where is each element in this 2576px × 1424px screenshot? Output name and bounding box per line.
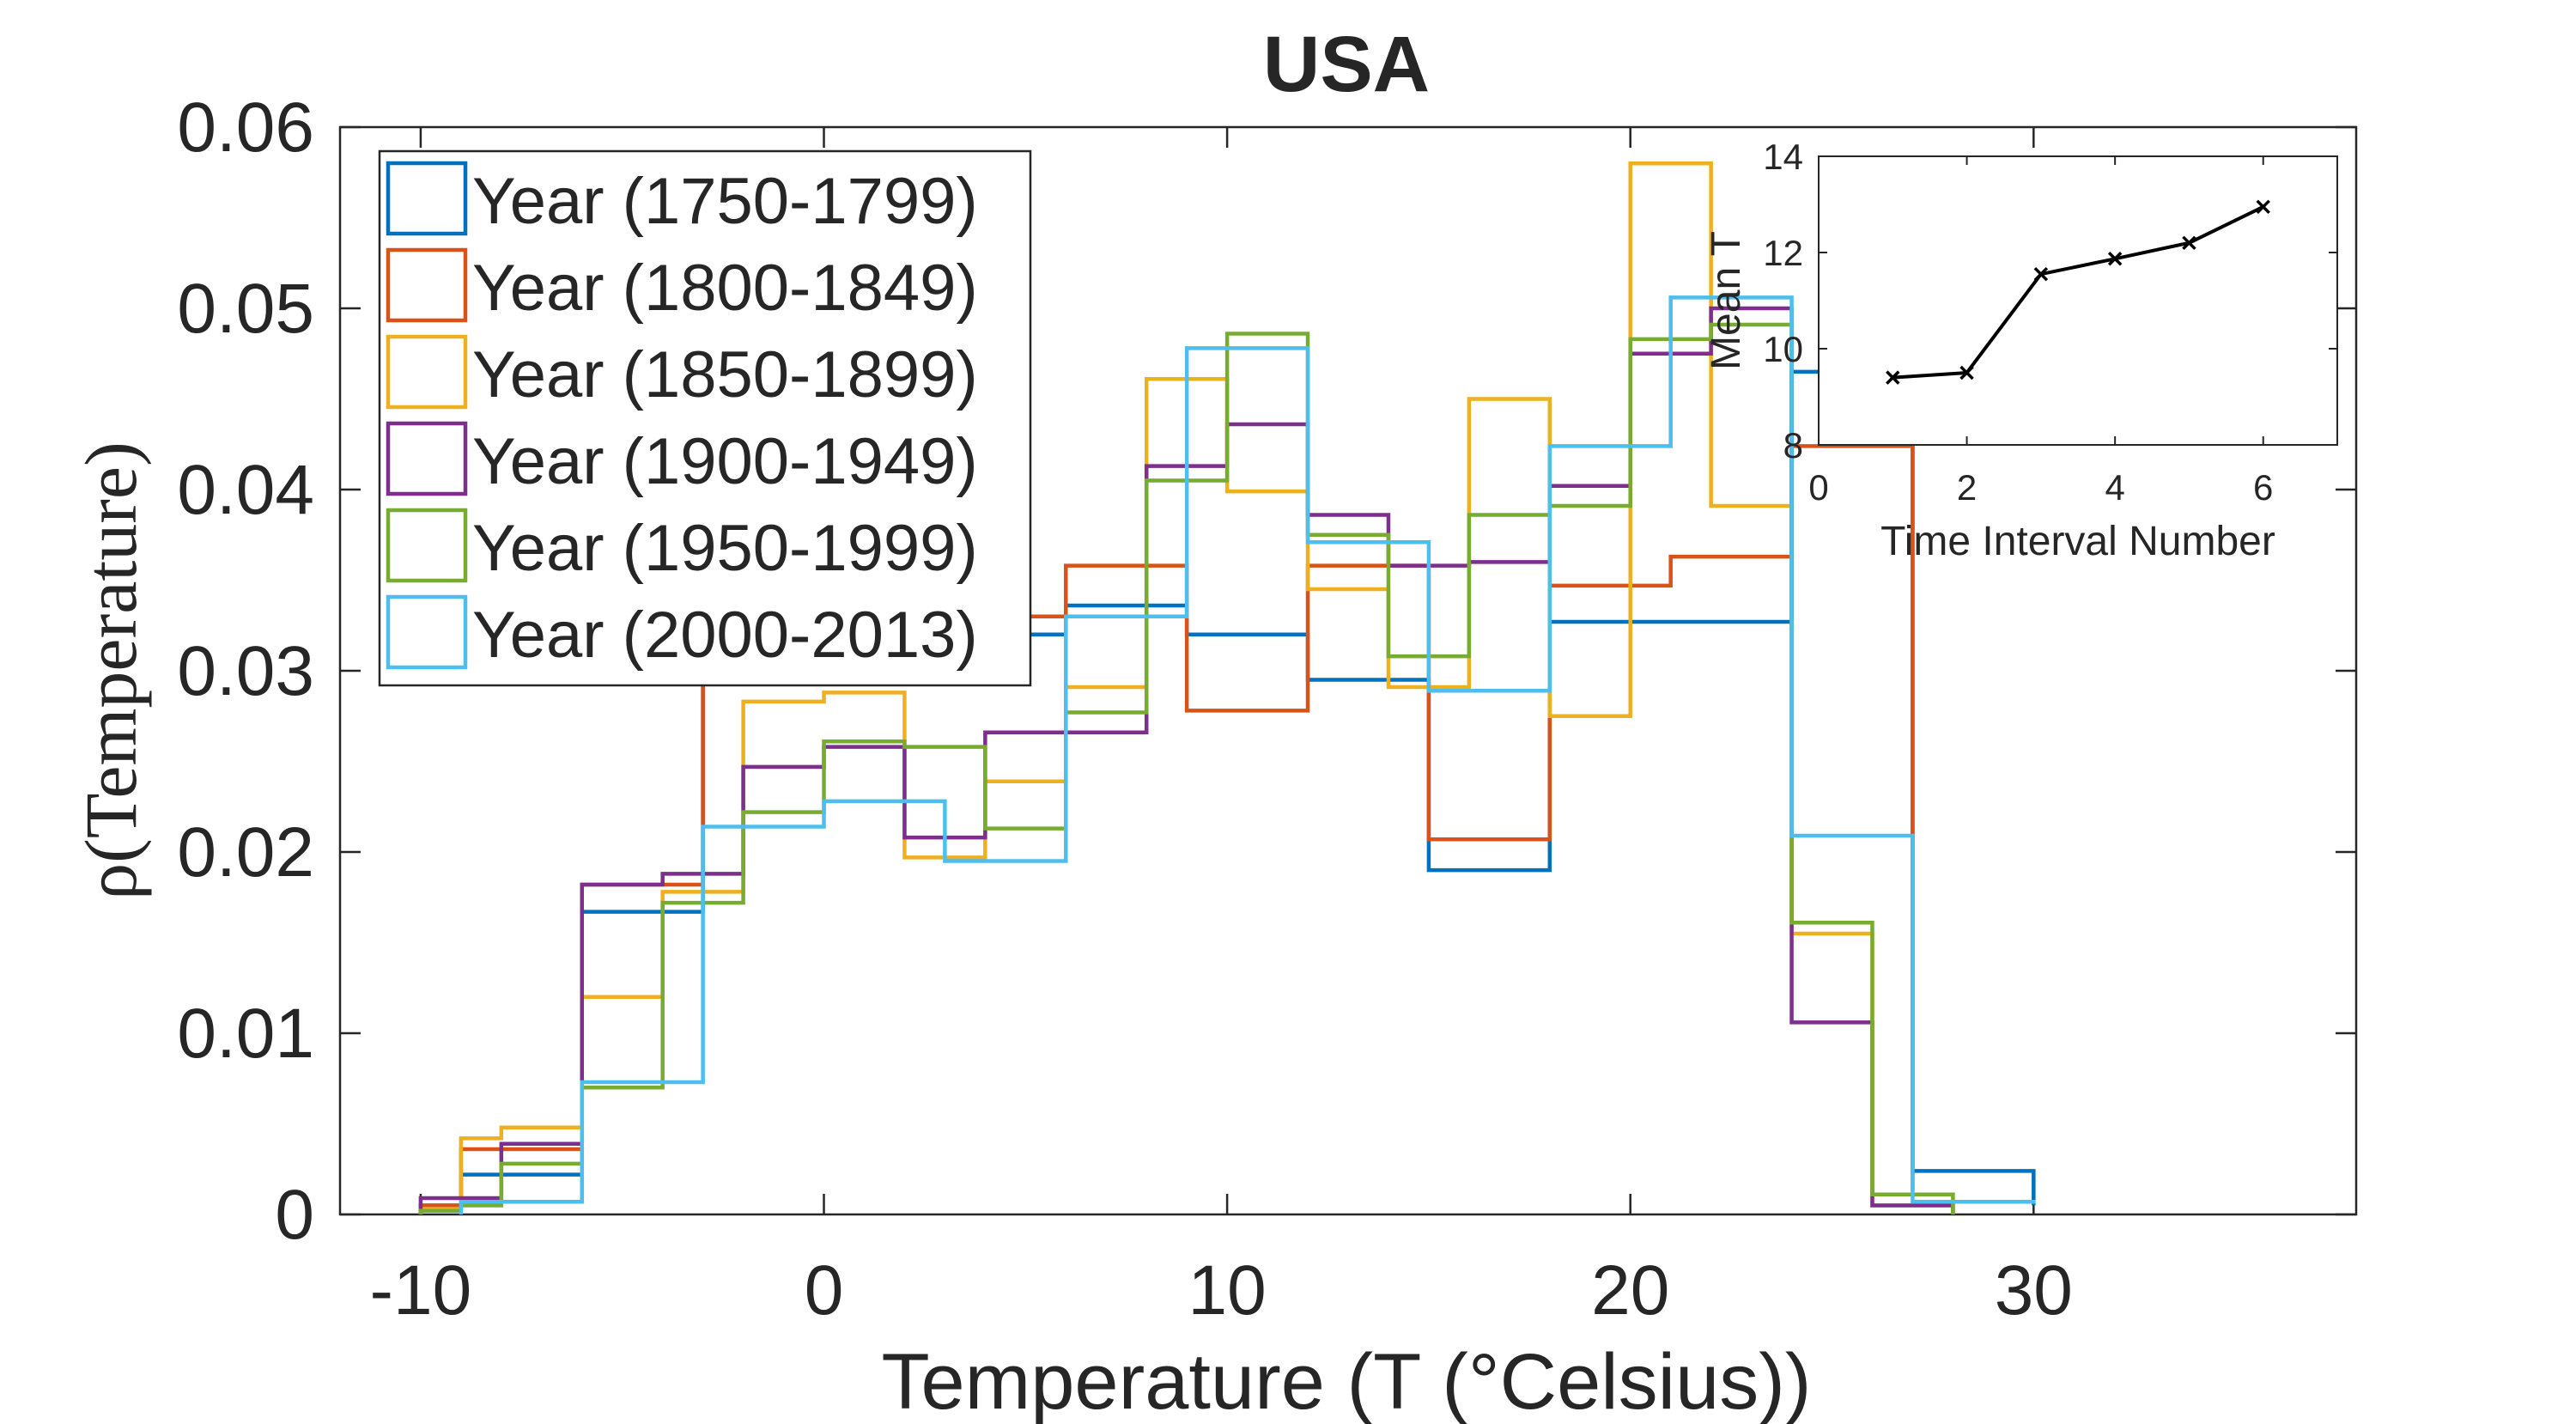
inset-series-group [1886, 199, 2270, 385]
x-tick-label: -10 [370, 1251, 472, 1330]
legend-label-5: Year (1950-1999) [472, 512, 978, 585]
main-y-tick-labels: 0 0.01 0.02 0.03 0.04 0.05 0.06 [177, 88, 314, 1254]
inset-x-tick-labels: 0 2 4 6 [1808, 467, 2273, 508]
inset-axis-ticks [1818, 155, 2337, 446]
legend-swatch-6 [386, 594, 468, 670]
inset-x-tick-label: 2 [1957, 467, 1977, 508]
main-series-group [418, 161, 2036, 1214]
legend-items: Year (1750-1799) Year (1800-1849) Year (18… [386, 161, 978, 672]
inset-y-tick-label: 8 [1783, 425, 1803, 466]
y-tick-label: 0.01 [177, 995, 314, 1073]
inset-x-tick-label: 6 [2253, 467, 2273, 508]
inset-y-tick-label: 10 [1763, 329, 1803, 369]
legend-swatch-1 [386, 161, 468, 236]
chart-title: USA [1263, 21, 1430, 108]
inset-y-axis-label: Mean T [1704, 231, 1749, 370]
x-tick-label: 10 [1188, 1251, 1267, 1330]
legend-label-2: Year (1800-1849) [472, 252, 978, 325]
y-tick-label: 0.02 [177, 813, 314, 892]
inset-data-point [2107, 252, 2123, 266]
inset-data-point [2033, 266, 2049, 282]
inset-plot-area [1818, 155, 2338, 446]
legend-label-6: Year (2000-2013) [472, 599, 978, 672]
inset-y-tick-labels: 8 10 12 14 [1763, 137, 1803, 466]
legend-label-3: Year (1850-1899) [472, 338, 978, 411]
inset-y-tick-label: 14 [1763, 137, 1803, 177]
legend-swatch-5 [386, 508, 468, 583]
inset-mean-temperature-chart: 0 2 4 6 8 10 12 14 Time Interval Number Mean T [1704, 137, 2338, 564]
legend-label-4: Year (1900-1949) [472, 425, 978, 498]
inset-data-point [1886, 370, 1900, 385]
legend-swatch-2 [386, 247, 468, 323]
inset-mean-line [1893, 205, 2264, 380]
inset-x-axis-label: Time Interval Number [1880, 519, 2275, 564]
y-tick-label: 0.05 [177, 270, 314, 348]
legend-box [378, 149, 1032, 687]
x-tick-label: 30 [1995, 1251, 2073, 1330]
x-axis-label: Temperature (T (°Celsius)) [881, 1338, 1811, 1424]
legend-label-1: Year (1750-1799) [472, 165, 978, 238]
main-x-tick-labels: -10 0 10 20 30 [370, 1251, 2073, 1330]
y-axis-label: ρ(Temperature) [70, 441, 152, 899]
inset-data-point [1959, 365, 1974, 380]
x-tick-label: 20 [1591, 1251, 1669, 1330]
legend-swatch-3 [386, 334, 468, 410]
inset-data-point [2182, 235, 2196, 251]
histogram-series-6 [459, 295, 2036, 1214]
y-tick-label: 0 [275, 1176, 314, 1254]
x-tick-label: 0 [805, 1251, 844, 1330]
y-tick-label: 0.06 [177, 88, 314, 167]
legend-swatch-4 [386, 421, 468, 496]
y-tick-label: 0.04 [177, 451, 314, 529]
inset-y-tick-label: 12 [1763, 233, 1803, 273]
y-tick-label: 0.03 [177, 632, 314, 710]
inset-x-tick-label: 0 [1808, 467, 1828, 508]
inset-data-point [2256, 199, 2270, 215]
legend: Year (1750-1799) Year (1800-1849) Year (18… [378, 149, 1032, 687]
inset-x-tick-label: 4 [2105, 467, 2124, 508]
main-histogram-chart: USA -10 0 10 20 30 00.010.020.030.040.050.06… [70, 21, 2358, 1424]
